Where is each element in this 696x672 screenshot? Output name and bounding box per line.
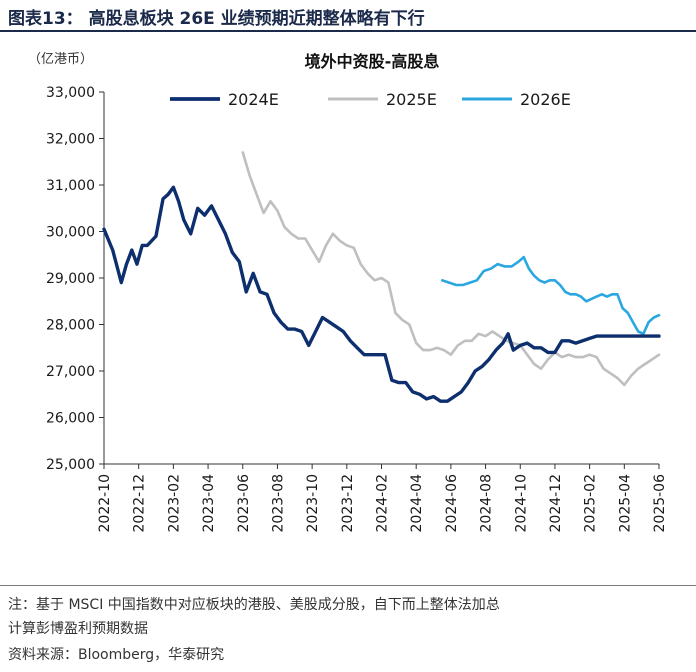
y-tick-label: 28,000 [46, 318, 95, 334]
x-tick-label: 2022-12 [132, 474, 148, 533]
x-tick-label: 2023-08 [270, 474, 286, 533]
footnote-line-1: 注：基于 MSCI 中国指数中对应板块的港股、美股成分股，自下而上整体法加总 [8, 597, 500, 613]
y-tick-label: 30,000 [46, 225, 95, 241]
x-tick-label: 2023-06 [236, 474, 252, 533]
y-axis: 25,000 26,000 27,000 28,000 29,000 30,000 31,0… [46, 85, 105, 473]
series-lines [102, 151, 661, 403]
x-tick-label: 2024-06 [444, 474, 460, 533]
legend-label-2024e: 2024E [228, 90, 279, 109]
source-note: 资料来源：Bloomberg，华泰研究 [8, 647, 225, 663]
figure-title: 图表13： 高股息板块 26E 业绩预期近期整体略有下行 [8, 9, 425, 29]
series-line-2025e [241, 151, 661, 387]
x-tick-label: 2023-12 [340, 474, 356, 533]
y-tick-label: 29,000 [46, 271, 95, 287]
chart-title: 境外中资股-高股息 [305, 52, 440, 71]
x-tick-label: 2024-04 [409, 474, 425, 533]
x-tick-label: 2022-10 [97, 474, 113, 533]
x-tick-label: 2023-10 [305, 474, 321, 533]
footnote-line-2: 计算彭博盈利预期数据 [8, 621, 148, 637]
x-tick-label: 2025-04 [617, 474, 633, 533]
series-line-2026e [440, 255, 661, 336]
x-axis: 2022-10 2022-12 2023-02 2023-04 2023-06 2023-… [97, 463, 668, 533]
x-tick-label: 2023-02 [166, 474, 182, 533]
x-tick-label: 2024-02 [375, 474, 391, 533]
x-tick-label: 2024-10 [513, 474, 529, 533]
legend-label-2026e: 2026E [520, 90, 571, 109]
line-chart: 境外中资股-高股息 （亿港币） 2024E 2025E 2026E 25,000 26… [28, 52, 668, 533]
x-tick-label: 2024-08 [479, 474, 495, 533]
x-tick-label: 2025-02 [583, 474, 599, 533]
x-tick-label: 2023-04 [201, 474, 217, 533]
y-tick-label: 26,000 [46, 411, 95, 427]
y-tick-label: 33,000 [46, 85, 95, 101]
y-axis-unit-label: （亿港币） [28, 52, 93, 67]
chart-legend: 2024E 2025E 2026E [170, 90, 571, 109]
y-tick-label: 25,000 [46, 457, 95, 473]
x-tick-label: 2024-12 [548, 474, 564, 533]
legend-label-2025e: 2025E [386, 90, 437, 109]
y-tick-label: 31,000 [46, 178, 95, 194]
footer-divider [0, 585, 696, 586]
y-tick-label: 32,000 [46, 132, 95, 148]
y-tick-label: 27,000 [46, 364, 95, 380]
title-divider [0, 30, 696, 32]
x-tick-label: 2025-06 [652, 474, 668, 533]
series-line-2024e [102, 185, 661, 403]
